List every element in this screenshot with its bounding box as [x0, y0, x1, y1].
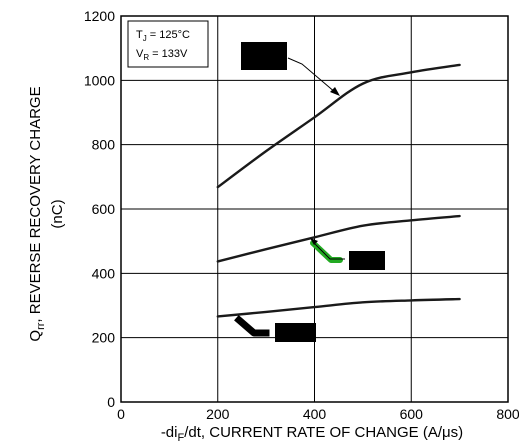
y-tick-labels: 0 200 400 600 800 1000 1200: [84, 8, 115, 410]
annotation-bottom: [234, 315, 316, 342]
leader-bottom: [234, 315, 270, 337]
series-line-3: [216, 297, 461, 318]
y-tick-label: 0: [107, 394, 115, 410]
arrow-middle: [312, 241, 345, 260]
x-tick-label: 200: [206, 406, 230, 422]
y-tick-label: 1000: [84, 72, 115, 88]
arrowhead-middle: [310, 238, 318, 245]
arrowhead-top: [330, 87, 340, 96]
x-tick-labels: 0 200 400 600 800: [117, 406, 519, 422]
series-line-2: [216, 214, 461, 263]
y-tick-label: 1200: [84, 8, 115, 24]
x-axis-label: -diF/dt, CURRENT RATE OF CHANGE (A/μs): [161, 424, 463, 444]
condition-vr: VR = 133V: [136, 48, 188, 62]
condition-tj: TJ = 125°C: [136, 29, 190, 43]
y-axis-label: Qrr, REVERSE RECOVERY CHARGE (nC): [27, 86, 66, 341]
x-tick-label: 0: [117, 406, 125, 422]
y-axis-label-line1: Qrr, REVERSE RECOVERY CHARGE: [27, 86, 47, 341]
arrow-top: [287, 57, 337, 94]
conditions-box: TJ = 125°C VR = 133V: [127, 20, 209, 68]
annotation-top: [241, 42, 340, 96]
y-tick-label: 800: [92, 137, 116, 153]
y-tick-label: 600: [92, 201, 116, 217]
y-tick-label: 400: [92, 265, 116, 281]
series-line-1: [216, 63, 461, 189]
x-tick-label: 800: [496, 406, 519, 422]
redacted-label-bottom: [275, 323, 316, 342]
redacted-label-middle: [349, 251, 385, 270]
x-tick-label: 400: [303, 406, 327, 422]
y-axis-label-line2: (nC): [49, 199, 66, 228]
series-lines: [216, 63, 461, 318]
redacted-label-top: [241, 42, 287, 70]
y-tick-label: 200: [92, 330, 116, 346]
annotation-middle: [310, 238, 385, 270]
x-tick-label: 600: [400, 406, 424, 422]
